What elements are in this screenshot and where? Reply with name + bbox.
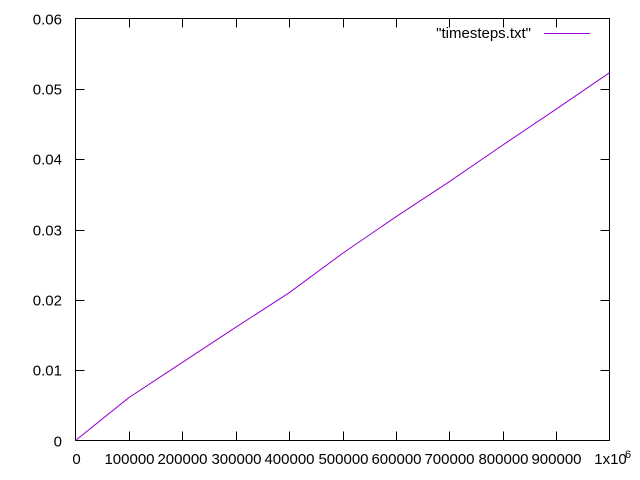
x-tick-label: 1x10	[594, 451, 627, 468]
y-tick-label: 0.05	[33, 82, 62, 99]
legend-label: "timesteps.txt"	[436, 25, 531, 42]
x-tick-label: 400000	[264, 451, 314, 468]
y-tick-label: 0.02	[33, 293, 62, 310]
x-tick-label: 100000	[104, 451, 154, 468]
plot-frame	[75, 18, 610, 441]
x-tick-label: 0	[72, 451, 80, 468]
y-tick-labels: 0 0.01 0.02 0.03 0.04 0.05 0.06	[33, 12, 62, 451]
y-tick-label: 0.01	[33, 363, 62, 380]
x-tick-label: 300000	[211, 451, 261, 468]
y-tick-label: 0.04	[33, 152, 62, 169]
legend: "timesteps.txt"	[436, 25, 590, 42]
x-tick-label: 900000	[531, 451, 581, 468]
x-tick-exponent: 6	[625, 449, 631, 461]
y-tick-label: 0.03	[33, 223, 62, 240]
x-tick-label: 600000	[371, 451, 421, 468]
axis-ticks	[75, 18, 610, 441]
x-tick-label: 800000	[478, 451, 528, 468]
series-line	[75, 72, 610, 441]
y-tick-label: 0.06	[33, 12, 62, 29]
x-tick-label: 200000	[157, 451, 207, 468]
x-tick-label: 500000	[318, 451, 368, 468]
x-tick-label: 700000	[424, 451, 474, 468]
y-tick-label: 0	[54, 434, 62, 451]
x-tick-labels: 0 100000 200000 300000 400000 500000 600000 700…	[72, 451, 626, 468]
series-layer	[75, 72, 610, 441]
